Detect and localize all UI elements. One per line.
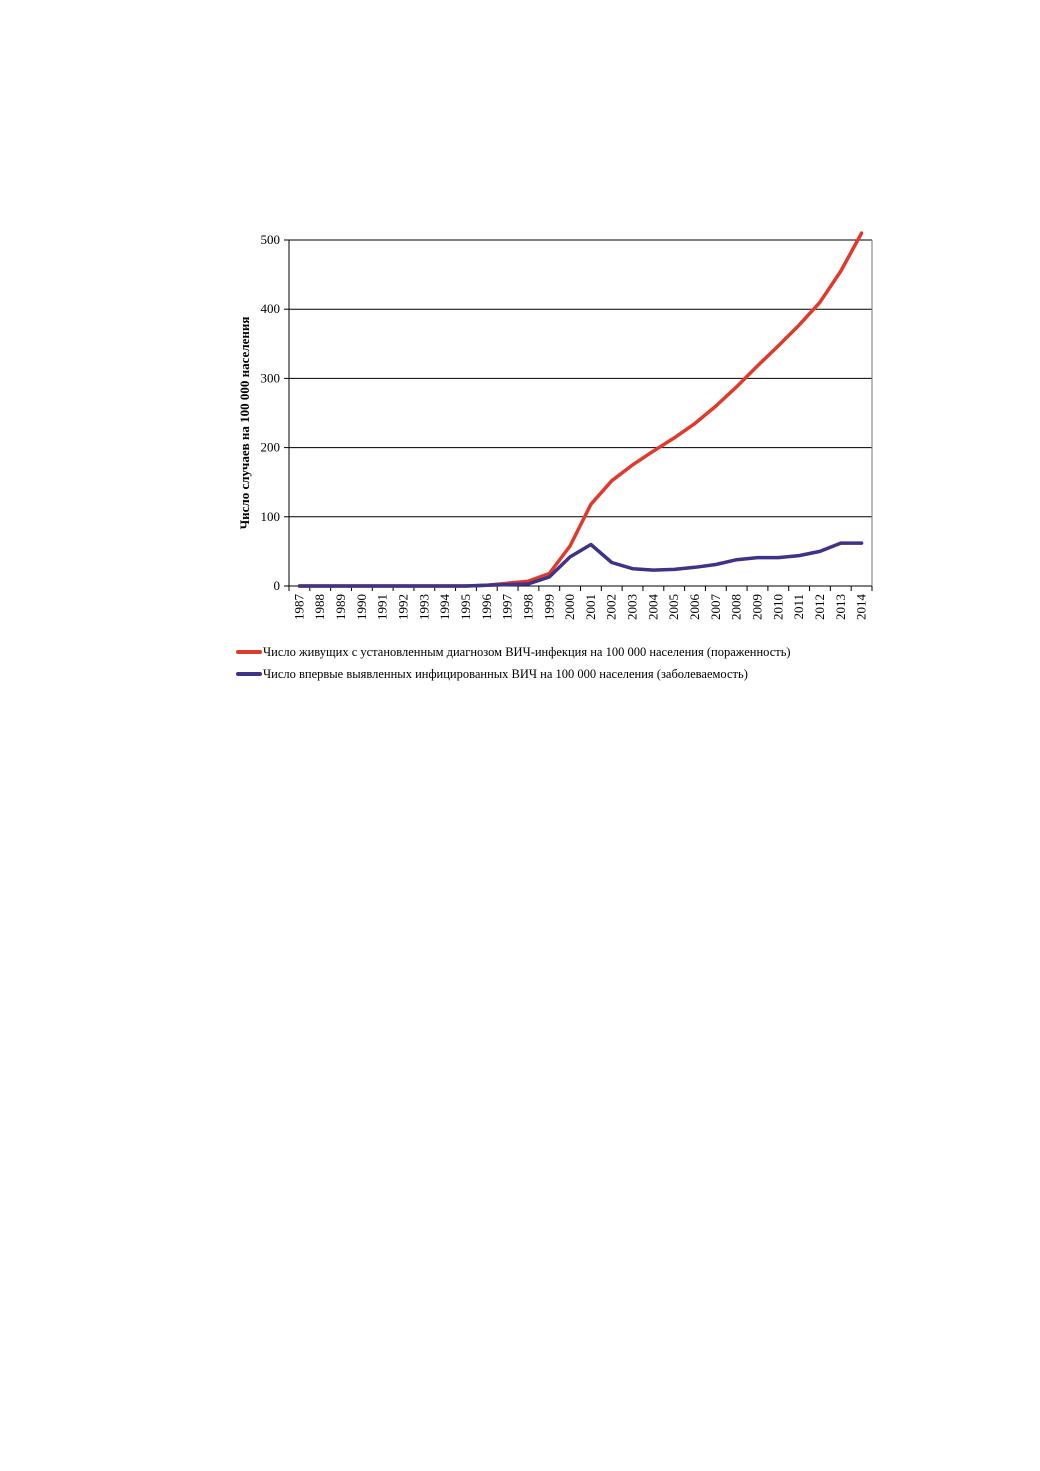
x-tick-label-2003: 2003 xyxy=(625,594,640,620)
y-tick-label-0: 0 xyxy=(274,578,281,593)
x-tick-label-2005: 2005 xyxy=(666,594,681,620)
x-tick-label-1994: 1994 xyxy=(437,594,452,621)
x-axis: 1987 1988 1989 1990 1991 1992 1993 1994 1995 1996… xyxy=(288,585,873,621)
y-tick-label-300: 300 xyxy=(261,370,281,385)
x-tick-label-2002: 2002 xyxy=(604,594,619,620)
legend-swatch-incidence xyxy=(236,672,262,676)
x-tick-label-1996: 1996 xyxy=(479,594,494,621)
x-tick-label-2012: 2012 xyxy=(812,594,827,620)
x-tick-label-2011: 2011 xyxy=(791,594,806,620)
x-tick-label-1989: 1989 xyxy=(333,594,348,620)
legend-label-prevalence: Число живущих с установленным диагнозом … xyxy=(263,644,791,659)
y-tick-label-100: 100 xyxy=(261,509,281,524)
legend-swatch-prevalence xyxy=(236,650,262,654)
x-tick-label-2000: 2000 xyxy=(562,594,577,620)
series-line-0 xyxy=(297,231,864,588)
x-tick-label-2010: 2010 xyxy=(770,594,785,620)
x-tick-label-1991: 1991 xyxy=(375,594,390,620)
x-tick-label-2006: 2006 xyxy=(687,594,702,621)
x-tick-label-1993: 1993 xyxy=(416,594,431,620)
y-tick-label-400: 400 xyxy=(261,301,281,316)
x-tick-label-1988: 1988 xyxy=(312,594,327,620)
line-chart: 0 100 200 300 400 500 1987 1988 1989 1990 1991 199… xyxy=(237,231,873,621)
x-tick-label-2004: 2004 xyxy=(645,594,660,621)
x-tick-label-2013: 2013 xyxy=(833,594,848,620)
legend-entry-incidence: Число впервые выявленных инфицированных … xyxy=(236,663,791,685)
x-tick-label-1990: 1990 xyxy=(354,594,369,620)
gridlines xyxy=(289,239,872,518)
x-tick-label-1997: 1997 xyxy=(500,594,515,621)
x-tick-label-2014: 2014 xyxy=(854,594,869,621)
legend: Число живущих с установленным диагнозом … xyxy=(236,641,791,685)
legend-entry-prevalence: Число живущих с установленным диагнозом … xyxy=(236,641,791,663)
x-tick-label-1992: 1992 xyxy=(396,594,411,620)
series-line-1 xyxy=(297,541,864,588)
legend-label-incidence: Число впервые выявленных инфицированных … xyxy=(263,666,748,681)
x-tick-label-1999: 1999 xyxy=(541,594,556,620)
x-tick-label-2009: 2009 xyxy=(749,594,764,620)
x-tick-label-2001: 2001 xyxy=(583,594,598,620)
y-tick-label-200: 200 xyxy=(261,440,281,455)
x-tick-label-2008: 2008 xyxy=(729,594,744,620)
y-axis: 0 100 200 300 400 500 xyxy=(261,232,873,593)
x-tick-label-1998: 1998 xyxy=(520,594,535,620)
x-tick-label-1995: 1995 xyxy=(458,594,473,620)
y-axis-label: Число случаев на 100 000 населения xyxy=(237,317,252,530)
x-tick-label-2007: 2007 xyxy=(708,594,723,621)
y-tick-label-500: 500 xyxy=(261,232,281,247)
x-tick-label-1987: 1987 xyxy=(291,594,306,621)
series-lines xyxy=(297,231,864,588)
